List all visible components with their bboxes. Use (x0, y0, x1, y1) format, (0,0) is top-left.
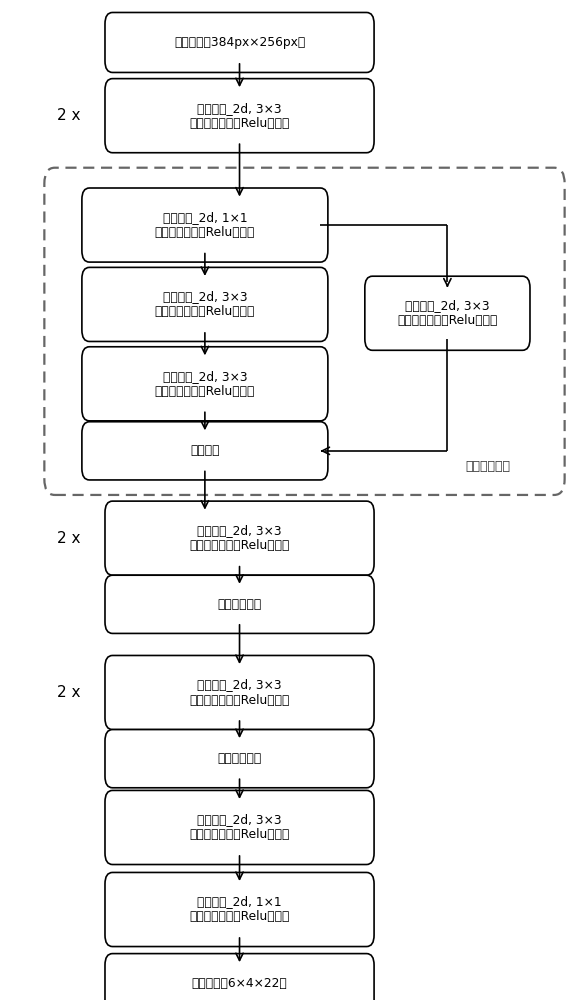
Text: 2 x: 2 x (58, 531, 81, 546)
FancyBboxPatch shape (105, 501, 374, 575)
FancyBboxPatch shape (82, 188, 328, 262)
FancyBboxPatch shape (365, 276, 530, 350)
Text: 分组卷积_2d, 3×3
批量归一化层（Relu）函数: 分组卷积_2d, 3×3 批量归一化层（Relu）函数 (189, 679, 290, 707)
FancyBboxPatch shape (105, 790, 374, 865)
FancyBboxPatch shape (105, 655, 374, 730)
Text: 2 x: 2 x (58, 108, 81, 123)
Text: 输出矩阵（6×4×22）: 输出矩阵（6×4×22） (192, 977, 287, 990)
Text: 输入图像（384px×256px）: 输入图像（384px×256px） (174, 36, 305, 49)
Text: 2 x: 2 x (58, 685, 81, 700)
FancyBboxPatch shape (105, 575, 374, 633)
FancyBboxPatch shape (82, 267, 328, 341)
Text: 分组卷积_2d, 3×3
批量归一化层（Relu）函数: 分组卷积_2d, 3×3 批量归一化层（Relu）函数 (189, 524, 290, 552)
FancyBboxPatch shape (82, 347, 328, 421)
Text: 分组卷积_2d, 3×3
批量归一化层（Relu）函数: 分组卷积_2d, 3×3 批量归一化层（Relu）函数 (189, 102, 290, 130)
Text: 融合卷积模块: 融合卷积模块 (217, 752, 262, 765)
FancyBboxPatch shape (105, 730, 374, 788)
FancyBboxPatch shape (105, 872, 374, 947)
Text: 融合卷积模块: 融合卷积模块 (217, 598, 262, 611)
Text: 分组卷积_2d, 3×3
批量归一化层（Relu）函数: 分组卷积_2d, 3×3 批量归一化层（Relu）函数 (397, 299, 498, 327)
FancyBboxPatch shape (105, 954, 374, 1000)
Text: 分组卷积_2d, 3×3
批量归一化层（Relu）函数: 分组卷积_2d, 3×3 批量归一化层（Relu）函数 (154, 370, 255, 398)
Text: 分组卷积_2d, 1×1
批量归一化层（Relu）函数: 分组卷积_2d, 1×1 批量归一化层（Relu）函数 (154, 211, 255, 239)
Text: 融合函数: 融合函数 (190, 444, 220, 457)
FancyBboxPatch shape (105, 79, 374, 153)
Text: 融合卷积模块: 融合卷积模块 (465, 460, 510, 473)
FancyBboxPatch shape (82, 422, 328, 480)
FancyBboxPatch shape (105, 12, 374, 72)
Text: 分组卷积_2d, 1×1
批量归一化层（Relu）函数: 分组卷积_2d, 1×1 批量归一化层（Relu）函数 (189, 895, 290, 923)
Text: 分组卷积_2d, 3×3
批量归一化层（Relu）函数: 分组卷积_2d, 3×3 批量归一化层（Relu）函数 (154, 290, 255, 318)
Text: 分组卷积_2d, 3×3
批量归一化层（Relu）函数: 分组卷积_2d, 3×3 批量归一化层（Relu）函数 (189, 813, 290, 841)
